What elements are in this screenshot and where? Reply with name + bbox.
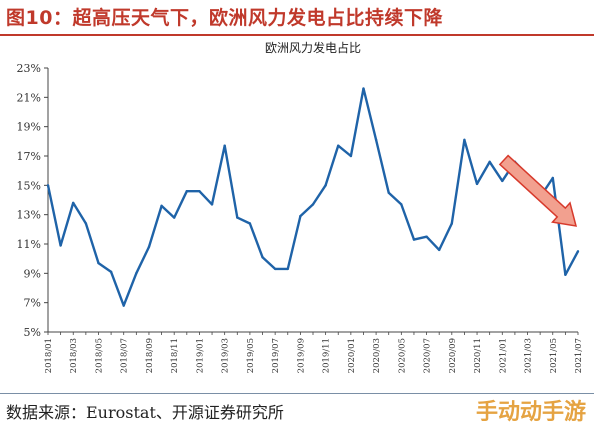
x-tick-label: 2019/01: [195, 338, 205, 373]
data-point: [147, 245, 151, 249]
x-tick-label: 2018/05: [94, 338, 104, 373]
data-point: [59, 244, 62, 247]
x-tick-label: 2018/07: [120, 338, 130, 373]
x-tick-label: 2018/11: [170, 338, 180, 373]
data-point: [475, 182, 479, 186]
chart-axes: [47, 68, 578, 333]
y-tick-label: 15%: [17, 179, 41, 192]
x-tick-label: 2019/07: [271, 338, 281, 373]
y-tick-label: 5%: [24, 326, 41, 339]
x-tick-label: 2020/05: [397, 338, 407, 373]
series-points: [46, 87, 580, 307]
chart-container: 欧洲风力发电占比 5% 7% 9% 11% 13% 15% 17% 19% 21% 23% 201…: [0, 36, 594, 392]
data-point: [324, 184, 327, 187]
y-tick-label: 21%: [17, 91, 41, 104]
data-point: [311, 203, 315, 206]
data-point: [299, 214, 302, 218]
data-point: [374, 138, 378, 142]
data-point: [425, 235, 428, 238]
x-tick-label: 2020/09: [448, 338, 458, 373]
x-tick-label: 2021/03: [524, 338, 534, 373]
data-point: [286, 267, 289, 271]
data-point: [160, 204, 163, 208]
data-point: [387, 191, 390, 194]
data-point: [261, 256, 264, 259]
x-tick-label: 2020/03: [372, 338, 382, 373]
data-point: [84, 222, 88, 225]
x-tick-label: 2020/07: [423, 338, 433, 373]
data-point: [400, 203, 403, 206]
data-point: [210, 203, 214, 206]
downward-arrow-annotation: [498, 154, 578, 227]
data-point: [223, 144, 226, 147]
data-point: [109, 270, 113, 274]
y-tick-label: 7%: [24, 297, 41, 310]
x-tick-label: 2019/03: [221, 338, 231, 373]
data-point: [362, 87, 365, 90]
data-point: [236, 216, 239, 219]
data-point: [349, 154, 353, 158]
data-point: [437, 248, 441, 252]
data-point: [46, 184, 50, 187]
y-tick-label: 13%: [17, 209, 41, 222]
y-tick-label: 11%: [17, 238, 41, 251]
series-line: [46, 87, 580, 307]
data-point: [72, 201, 75, 205]
x-tick-label: 2021/07: [574, 338, 584, 373]
data-point: [185, 190, 189, 193]
y-tick-label: 19%: [17, 121, 41, 134]
watermark-logo: 手动动手游: [475, 400, 586, 425]
y-axis-ticks: 5% 7% 9% 11% 13% 15% 17% 19% 21% 23%: [17, 62, 48, 339]
y-tick-label: 23%: [17, 62, 41, 75]
data-point: [564, 273, 567, 276]
data-point: [198, 190, 201, 193]
data-point: [450, 222, 454, 225]
data-point: [97, 261, 100, 265]
x-tick-label: 2019/11: [322, 338, 332, 373]
data-point: [172, 216, 176, 219]
x-axis-ticks: 2018/01 2018/03 2018/05 2018/07 2018/09 2018/…: [44, 332, 584, 373]
data-point: [412, 238, 416, 241]
y-tick-label: 9%: [24, 267, 41, 280]
x-tick-label: 2021/05: [549, 338, 559, 373]
data-point: [248, 222, 252, 225]
data-point: [551, 176, 554, 180]
data-point: [576, 250, 580, 253]
data-point: [122, 304, 125, 307]
x-tick-label: 2020/01: [347, 338, 357, 373]
x-tick-label: 2018/01: [44, 338, 54, 373]
data-point: [337, 144, 340, 147]
x-tick-label: 2019/09: [296, 338, 306, 373]
figure-title: 图10：超高压天气下，欧洲风力发电占比持续下降: [6, 7, 443, 29]
data-point: [501, 179, 504, 183]
y-tick-label: 17%: [17, 150, 41, 163]
data-point: [488, 160, 491, 164]
x-tick-label: 2020/11: [473, 338, 483, 373]
x-tick-label: 2018/09: [145, 338, 155, 373]
x-tick-label: 2018/03: [69, 338, 79, 373]
data-point: [463, 138, 466, 142]
footer-divider: [0, 393, 594, 394]
source-note: 数据来源：Eurostat、开源证券研究所: [6, 403, 284, 422]
title-divider: [0, 34, 594, 36]
chart-title: 欧洲风力发电占比: [265, 40, 361, 55]
x-tick-label: 2021/01: [498, 338, 508, 373]
line-chart: 欧洲风力发电占比 5% 7% 9% 11% 13% 15% 17% 19% 21% 23% 201…: [17, 40, 584, 373]
data-point: [273, 267, 277, 271]
data-point: [135, 272, 138, 275]
x-tick-label: 2019/05: [246, 338, 256, 373]
